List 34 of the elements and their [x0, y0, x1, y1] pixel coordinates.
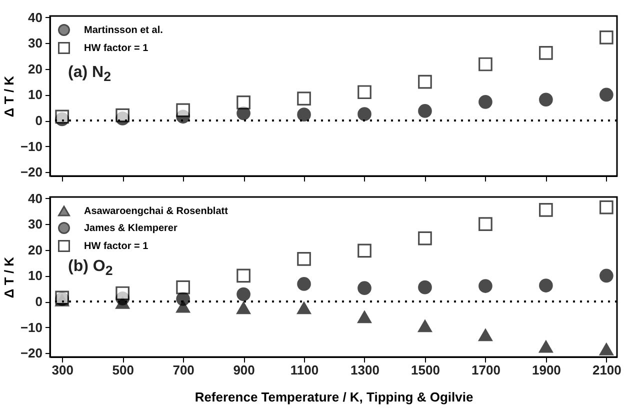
y-tick-label: 10 [28, 268, 42, 284]
y-tick-label: −10 [20, 138, 42, 154]
y-tick-label: 0 [35, 113, 42, 128]
legend-label: Asawaroengchai & Rosenblatt [84, 206, 229, 217]
x-tick-label: 1300 [350, 362, 380, 378]
annotation: (b) O$_{2}$ [68, 258, 113, 278]
x-tick-label: 1100 [290, 362, 319, 378]
y-tick-label: 30 [28, 216, 42, 232]
y-tick-label: −10 [20, 320, 42, 335]
y-tick-label: −20 [20, 346, 42, 361]
y-tick-label: 20 [28, 61, 42, 76]
x-axis-title: Reference Temperature / K, Tipping & Ogilvie [194, 390, 474, 404]
x-tick-label: 300 [52, 362, 74, 378]
x-tick-label: 1500 [411, 362, 440, 378]
y-tick-label: 10 [28, 87, 42, 102]
x-tick-label: 2100 [592, 362, 622, 378]
legend-label: Martinsson et al. [84, 25, 164, 36]
x-tick-label: 500 [112, 362, 134, 378]
y-axis-title: Δ T / K [1, 75, 16, 118]
y-tick-label: 0 [35, 294, 42, 310]
legend-label: HW factor = 1 [84, 43, 149, 54]
legend-label: James & Klemperer [84, 223, 178, 234]
y-tick-label: −20 [20, 164, 42, 180]
x-tick-label: 1700 [471, 362, 500, 378]
y-tick-label: 40 [28, 10, 42, 25]
annotation: (a) N$_{2}$ [68, 64, 111, 84]
y-tick-label: 30 [28, 36, 42, 51]
x-tick-label: 1900 [532, 362, 561, 378]
y-tick-label: 20 [28, 242, 42, 258]
y-axis-title: Δ T / K [1, 256, 16, 298]
y-tick-label: 40 [28, 190, 42, 206]
x-tick-label: 900 [233, 362, 255, 378]
x-tick-label: 700 [172, 362, 194, 378]
legend-label: HW factor = 1 [84, 241, 149, 252]
